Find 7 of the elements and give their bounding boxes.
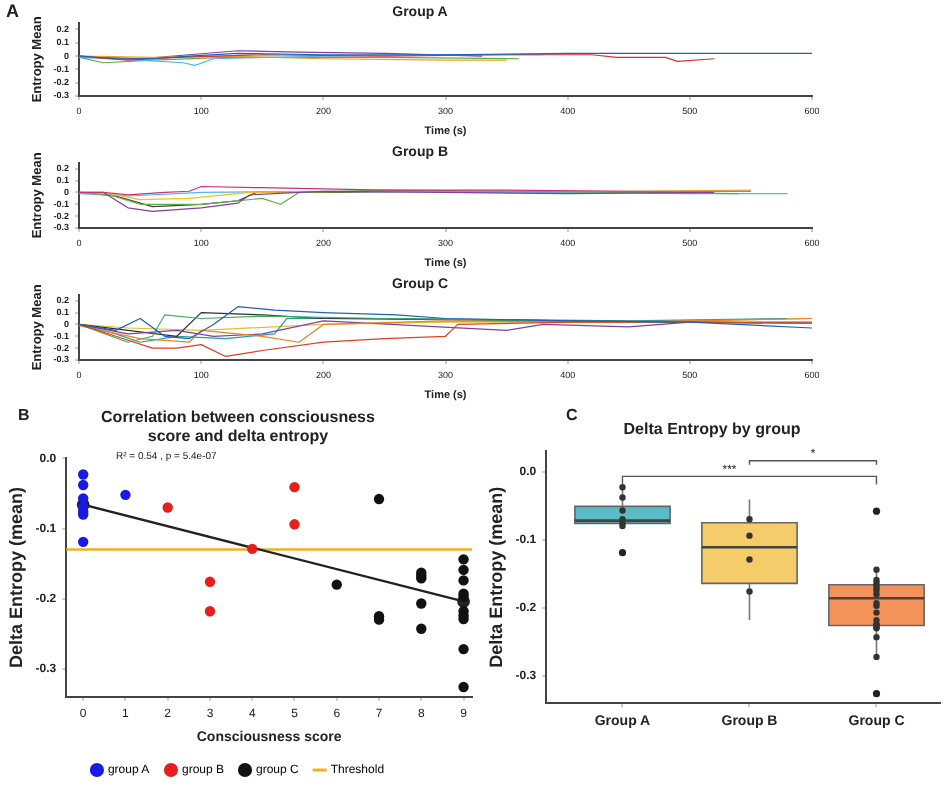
- text: A: [6, 0, 20, 21]
- text: C: [566, 406, 578, 425]
- chart-title: Delta Entropy by group: [623, 420, 801, 439]
- chart-title: Correlation between consciousness score and delta entropy: [101, 408, 377, 446]
- text: B: [18, 406, 30, 425]
- y-axis-title: Delta Entropy (mean): [5, 487, 26, 669]
- y-axis-title: Delta Entropy (mean): [485, 486, 506, 668]
